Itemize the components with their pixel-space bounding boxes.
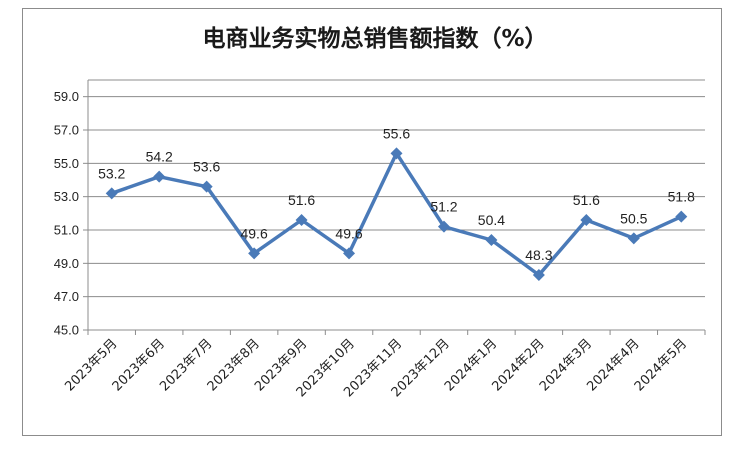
y-tick-label: 59.0 <box>54 89 79 104</box>
data-label: 48.3 <box>525 247 552 263</box>
data-label: 51.2 <box>430 199 457 215</box>
data-point-marker <box>105 187 118 200</box>
data-point-marker <box>390 147 403 160</box>
data-label: 51.6 <box>573 192 600 208</box>
data-point-marker <box>343 247 356 260</box>
data-point-marker <box>248 247 261 260</box>
data-label: 53.2 <box>98 165 125 181</box>
y-tick-label: 49.0 <box>54 256 79 271</box>
data-label: 50.4 <box>478 212 505 228</box>
data-label: 49.6 <box>335 225 362 241</box>
y-tick-labels: 45.0 47.0 49.0 51.0 53.0 55.0 57.0 59.0 <box>54 89 79 337</box>
data-point-marker <box>675 210 688 223</box>
data-label: 49.6 <box>240 225 267 241</box>
chart-title: 电商业务实物总销售额指数（%） <box>202 25 547 52</box>
data-label: 53.6 <box>193 159 220 175</box>
data-point-marker <box>580 214 593 226</box>
data-label: 51.8 <box>668 189 695 205</box>
gridlines <box>88 79 705 298</box>
data-point-marker <box>200 180 213 193</box>
data-label: 55.6 <box>383 125 410 141</box>
data-labels: 53.2 54.2 53.6 49.6 51.6 49.6 55.6 51.2 50.4 48.3… <box>98 125 695 263</box>
data-point-marker <box>437 220 450 233</box>
chart-frame <box>22 8 722 436</box>
series-markers <box>105 147 688 281</box>
y-tick-label: 47.0 <box>54 289 79 304</box>
data-point-marker <box>532 269 545 281</box>
axes <box>83 80 706 335</box>
data-label: 51.6 <box>288 192 315 208</box>
data-label: 54.2 <box>146 149 173 165</box>
data-point-marker <box>485 234 498 246</box>
y-tick-label: 53.0 <box>54 189 79 204</box>
data-point-marker <box>153 170 166 183</box>
data-point-marker <box>627 232 640 245</box>
data-point-marker <box>295 214 308 226</box>
y-tick-label: 51.0 <box>54 223 79 238</box>
y-tick-label: 45.0 <box>54 323 79 338</box>
y-tick-label: 57.0 <box>54 123 79 138</box>
x-tick-labels: 2023年5月2023年6月2023年7月2023年8月2023年9月2023年… <box>62 336 690 400</box>
data-label: 50.5 <box>620 210 647 226</box>
y-tick-label: 55.0 <box>54 156 79 171</box>
